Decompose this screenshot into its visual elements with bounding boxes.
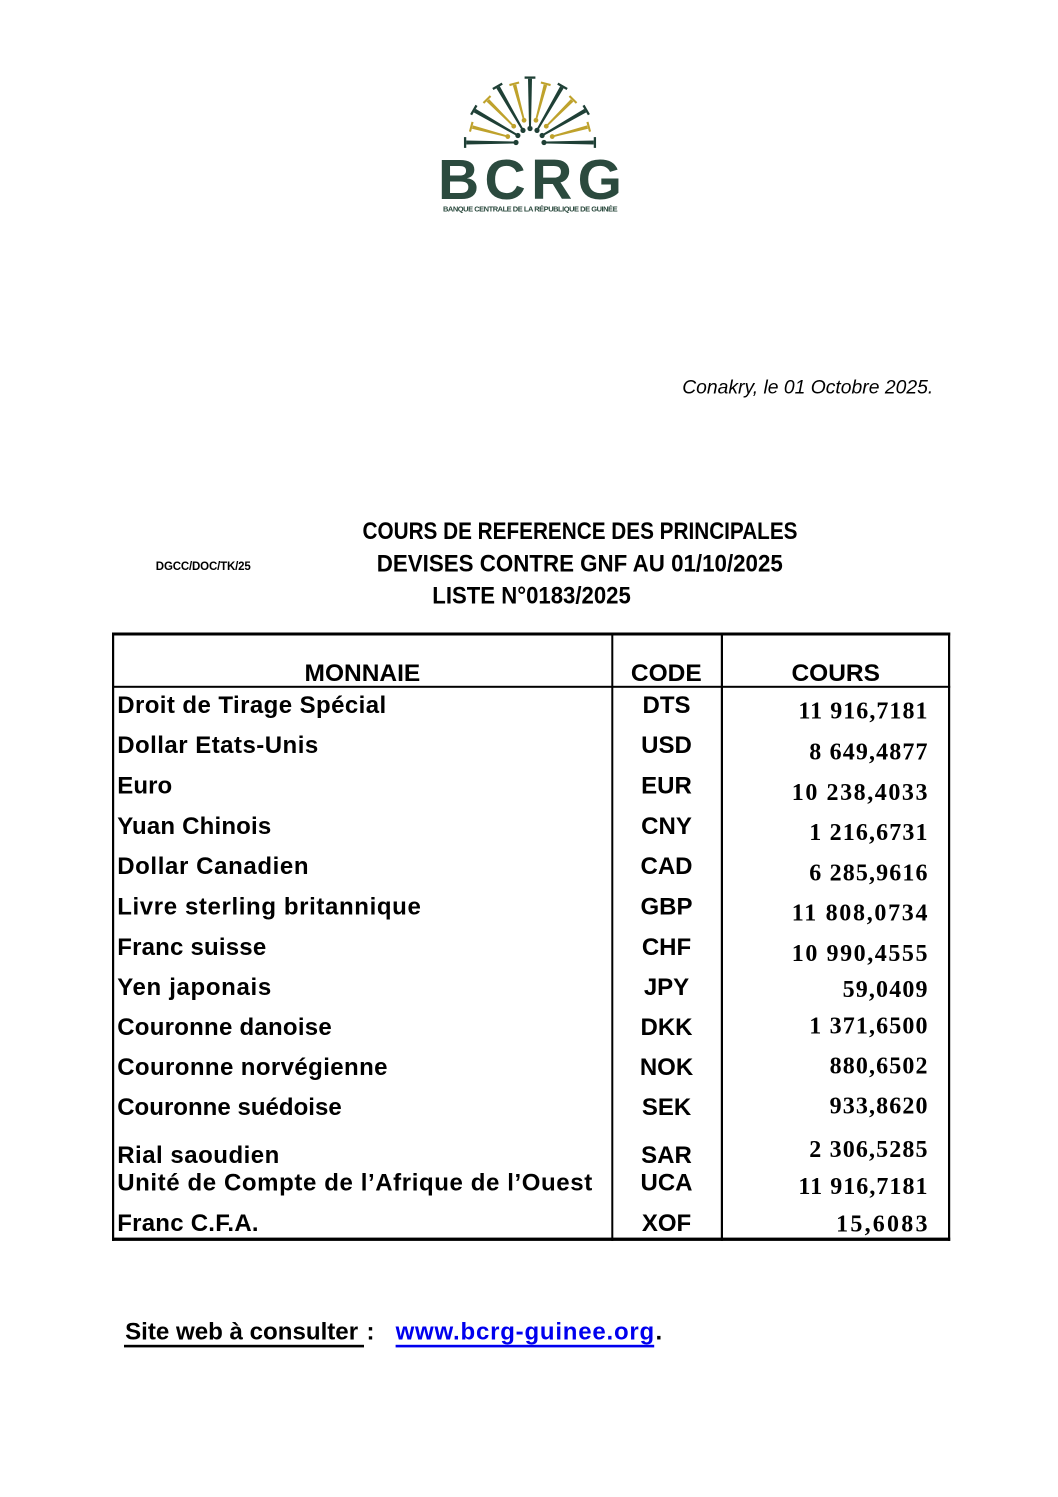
- svg-text:DKK: DKK: [641, 1014, 694, 1041]
- svg-text:Rial saoudien: Rial saoudien: [117, 1142, 279, 1169]
- svg-text:COURS: COURS: [791, 660, 879, 687]
- svg-text:Couronne danoise: Couronne danoise: [117, 1014, 332, 1041]
- svg-text:NOK: NOK: [640, 1054, 694, 1081]
- svg-text:Euro: Euro: [117, 773, 172, 800]
- svg-text:2 306,5285: 2 306,5285: [809, 1137, 927, 1163]
- svg-text:Dollar Canadien: Dollar Canadien: [117, 853, 308, 880]
- svg-text:Yuan Chinois: Yuan Chinois: [117, 813, 271, 840]
- svg-text:10 990,4555: 10 990,4555: [792, 941, 928, 967]
- svg-text:Franc C.F.A.: Franc C.F.A.: [117, 1210, 258, 1237]
- svg-text:CNY: CNY: [641, 813, 692, 840]
- svg-text:EUR: EUR: [641, 773, 692, 800]
- svg-text:1 371,6500: 1 371,6500: [809, 1014, 927, 1040]
- svg-text::: :: [367, 1319, 375, 1346]
- svg-text:11 808,0734: 11 808,0734: [792, 901, 928, 927]
- svg-text:CAD: CAD: [641, 853, 693, 880]
- svg-text:15,6083: 15,6083: [836, 1212, 927, 1238]
- svg-text:UCA: UCA: [641, 1170, 693, 1197]
- svg-text:USD: USD: [641, 732, 692, 759]
- svg-text:Unité de Compte de l’Afrique d: Unité de Compte de l’Afrique de l’Ouest: [117, 1170, 592, 1197]
- svg-text:CODE: CODE: [631, 660, 702, 687]
- svg-text:933,8620: 933,8620: [830, 1094, 928, 1120]
- svg-text:8 649,4877: 8 649,4877: [809, 739, 927, 765]
- svg-text:11 916,7181: 11 916,7181: [798, 698, 927, 724]
- svg-text:Livre sterling britannique: Livre sterling britannique: [117, 894, 421, 921]
- svg-text:Franc suisse: Franc suisse: [117, 934, 266, 961]
- svg-text:www.bcrg-guinee.org: www.bcrg-guinee.org: [395, 1319, 655, 1346]
- svg-text:DGCC/DOC/TK/25: DGCC/DOC/TK/25: [156, 561, 252, 573]
- svg-text:Conakry, le 01 Octobre 2025.: Conakry, le 01 Octobre 2025.: [682, 377, 933, 399]
- svg-text:GBP: GBP: [640, 894, 692, 921]
- svg-text:880,6502: 880,6502: [830, 1054, 928, 1080]
- svg-text:Dollar Etats-Unis: Dollar Etats-Unis: [117, 732, 318, 759]
- svg-text:Site web à consulter: Site web à consulter: [125, 1319, 358, 1346]
- svg-text:10 238,4033: 10 238,4033: [792, 780, 928, 806]
- svg-text:11 916,7181: 11 916,7181: [798, 1174, 927, 1200]
- svg-text:MONNAIE: MONNAIE: [305, 660, 421, 687]
- svg-text:CHF: CHF: [642, 934, 691, 961]
- svg-text:BANQUE CENTRALE DE LA RÉPUBLIQ: BANQUE CENTRALE DE LA RÉPUBLIQUE DE GUIN…: [443, 204, 618, 213]
- svg-text:Droit de Tirage Spécial: Droit de Tirage Spécial: [117, 692, 386, 719]
- svg-text:DEVISES CONTRE GNF AU 01/10/20: DEVISES CONTRE GNF AU 01/10/2025: [377, 550, 783, 577]
- svg-text:.: .: [656, 1319, 663, 1346]
- svg-text:1 216,6731: 1 216,6731: [809, 820, 927, 846]
- svg-text:JPY: JPY: [644, 974, 689, 1001]
- svg-text:DTS: DTS: [643, 692, 691, 719]
- svg-text:SEK: SEK: [642, 1094, 692, 1121]
- svg-text:6 285,9616: 6 285,9616: [809, 861, 927, 887]
- svg-text:Couronne suédoise: Couronne suédoise: [117, 1094, 342, 1121]
- svg-text:SAR: SAR: [641, 1142, 692, 1169]
- svg-text:XOF: XOF: [642, 1210, 691, 1237]
- svg-text:LISTE N°0183/2025: LISTE N°0183/2025: [432, 583, 631, 610]
- svg-text:Couronne norvégienne: Couronne norvégienne: [117, 1054, 387, 1081]
- svg-text:COURS DE REFERENCE DES PRINCIP: COURS DE REFERENCE DES PRINCIPALES: [363, 518, 798, 545]
- svg-text:Yen japonais: Yen japonais: [117, 974, 271, 1001]
- svg-text:59,0409: 59,0409: [843, 977, 928, 1003]
